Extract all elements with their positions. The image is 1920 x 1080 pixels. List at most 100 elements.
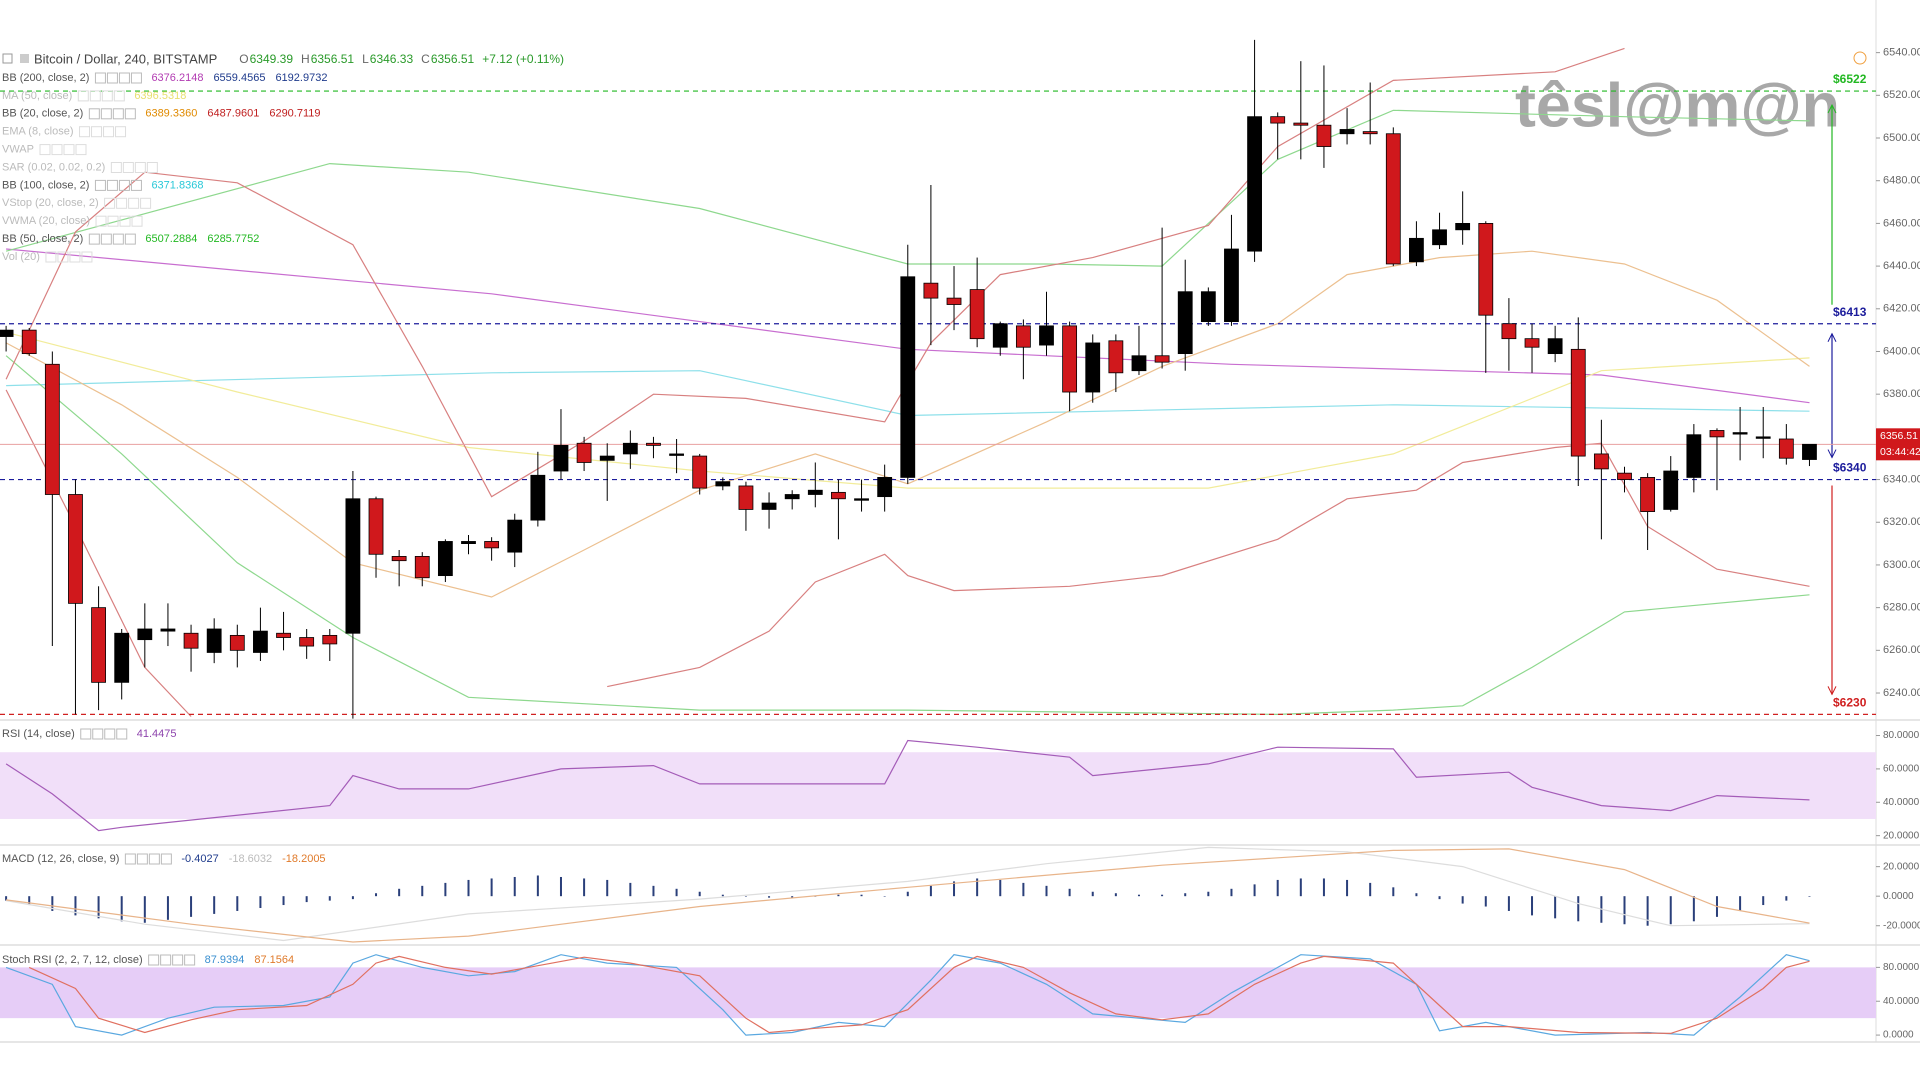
legend-icon[interactable] xyxy=(130,72,142,84)
histogram-bar xyxy=(1669,896,1672,925)
legend-icon[interactable] xyxy=(124,853,136,865)
price-tag-value: 6356.51 xyxy=(1880,430,1918,442)
histogram-bar xyxy=(1392,887,1395,897)
legend-icon[interactable] xyxy=(94,72,106,84)
legend-icon[interactable] xyxy=(101,90,113,102)
y-tick-label: 6420.00 xyxy=(1883,303,1920,315)
legend-icon[interactable] xyxy=(124,233,136,245)
legend-icon[interactable] xyxy=(148,853,160,865)
legend-icon[interactable] xyxy=(115,126,127,138)
legend-icon[interactable] xyxy=(113,90,125,102)
legend-icon[interactable] xyxy=(128,197,140,209)
legend-icon[interactable] xyxy=(106,179,118,191)
legend-icon[interactable] xyxy=(106,72,118,84)
legend-icon[interactable] xyxy=(80,728,92,740)
legend-value: 87.9394 xyxy=(205,954,245,966)
candle-body xyxy=(553,445,569,472)
legend-icon[interactable] xyxy=(160,954,172,966)
legend-icon[interactable] xyxy=(184,954,196,966)
legend-icon[interactable] xyxy=(118,179,130,191)
legend-icon[interactable] xyxy=(79,126,91,138)
legend-icon[interactable] xyxy=(89,90,101,102)
legend-icon[interactable] xyxy=(131,215,143,227)
candle-body xyxy=(1617,472,1632,480)
candle-body xyxy=(160,628,176,632)
legend-icon[interactable] xyxy=(136,853,148,865)
level-label: $6340 xyxy=(1833,461,1867,475)
legend-icon[interactable] xyxy=(63,144,75,156)
candle-body xyxy=(923,282,939,299)
legend-icon[interactable] xyxy=(88,108,100,120)
indicator-line xyxy=(6,848,1810,943)
y-tick-label: 6300.00 xyxy=(1883,559,1920,571)
legend-icon[interactable] xyxy=(100,108,112,120)
ohlc-value: 6356.51 xyxy=(311,52,355,66)
candle-body xyxy=(1339,129,1355,135)
candle-body xyxy=(1362,131,1378,135)
y-tick-label: 20.0000 xyxy=(1883,830,1920,841)
legend-icon[interactable] xyxy=(118,72,130,84)
histogram-bar xyxy=(1369,882,1372,897)
candle-body xyxy=(1224,248,1239,322)
candle-body xyxy=(1108,340,1124,374)
y-tick-label: 6240.00 xyxy=(1883,687,1920,699)
legend-icon[interactable] xyxy=(103,126,115,138)
legend-icon[interactable] xyxy=(130,179,142,191)
candle-body xyxy=(946,297,962,305)
y-tick-label: 6260.00 xyxy=(1883,644,1920,656)
legend-icon[interactable] xyxy=(88,233,100,245)
candle-body xyxy=(1039,325,1054,346)
change: +7.12 (+0.11%) xyxy=(482,52,564,66)
legend-name: BB (20, close, 2) xyxy=(2,108,83,120)
legend-icon[interactable] xyxy=(119,215,131,227)
level-label-bg xyxy=(1831,72,1873,88)
legend-icon[interactable] xyxy=(75,144,87,156)
ohlc-label: H xyxy=(301,52,310,66)
candle-body xyxy=(1593,453,1609,470)
legend-icon[interactable] xyxy=(81,251,93,263)
histogram-bar xyxy=(305,896,308,903)
legend-icon[interactable] xyxy=(122,162,134,173)
legend-icon[interactable] xyxy=(160,853,172,865)
legend-icon[interactable] xyxy=(94,179,106,191)
legend-icon[interactable] xyxy=(45,251,57,263)
candle-body xyxy=(44,363,60,495)
legend-icon[interactable] xyxy=(112,233,124,245)
y-tick-label: 6400.00 xyxy=(1883,345,1920,357)
candle-body xyxy=(276,632,291,638)
legend-icon[interactable] xyxy=(148,954,160,966)
histogram-bar xyxy=(1161,894,1164,897)
legend-icon[interactable] xyxy=(140,197,152,209)
legend-icon[interactable] xyxy=(107,215,119,227)
collapse-icon[interactable] xyxy=(2,53,13,64)
legend-icon[interactable] xyxy=(57,251,69,263)
legend-value: -18.2005 xyxy=(282,853,325,865)
candle-body xyxy=(646,442,661,446)
legend-icon[interactable] xyxy=(92,728,104,740)
legend-name: EMA (8, close) xyxy=(2,126,74,138)
candle-body xyxy=(206,628,222,653)
y-tick-label: 6380.00 xyxy=(1883,388,1920,400)
candle-body xyxy=(91,607,106,683)
legend-icon[interactable] xyxy=(39,144,51,156)
legend-icon[interactable] xyxy=(77,90,89,102)
legend-icon[interactable] xyxy=(100,233,112,245)
legend-icon[interactable] xyxy=(116,728,128,740)
legend-icon[interactable] xyxy=(104,197,116,209)
legend-icon[interactable] xyxy=(124,108,136,120)
clock-icon[interactable] xyxy=(1853,51,1867,65)
histogram-bar xyxy=(883,896,886,897)
legend-icon[interactable] xyxy=(116,197,128,209)
legend-icon[interactable] xyxy=(146,162,158,173)
legend-icon[interactable] xyxy=(172,954,184,966)
ohlc-label: C xyxy=(421,52,430,66)
legend-icon[interactable] xyxy=(104,728,116,740)
legend-icon[interactable] xyxy=(91,126,103,138)
legend-icon[interactable] xyxy=(134,162,146,173)
histogram-bar xyxy=(1415,893,1418,897)
legend-icon[interactable] xyxy=(69,251,81,263)
legend-icon[interactable] xyxy=(95,215,107,227)
legend-icon[interactable] xyxy=(112,108,124,120)
legend-icon[interactable] xyxy=(51,144,63,156)
legend-icon[interactable] xyxy=(110,162,122,173)
